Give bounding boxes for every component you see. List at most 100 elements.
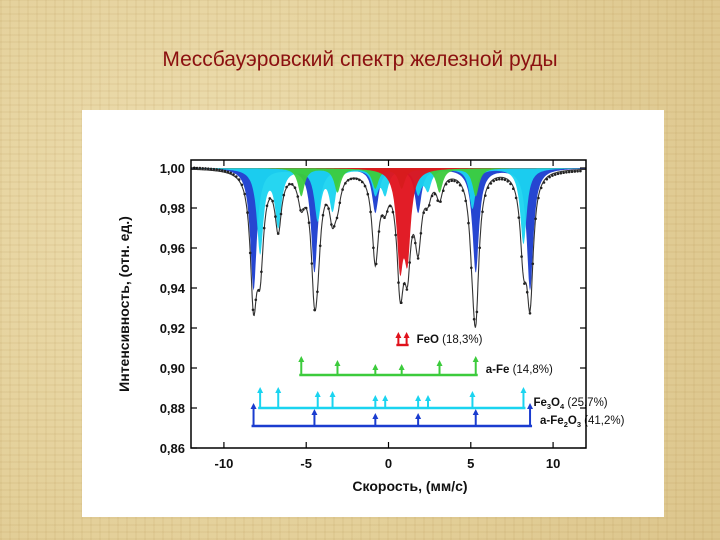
data-point: [285, 185, 288, 189]
data-point: [458, 183, 462, 187]
phase-area-fe3o4: [191, 168, 586, 255]
data-point: [447, 180, 451, 183]
stick-arrow-fe2o3: [311, 409, 318, 415]
data-point: [299, 209, 302, 212]
data-point: [229, 171, 232, 175]
data-point: [324, 203, 328, 207]
data-point: [422, 211, 426, 214]
data-point: [243, 192, 246, 196]
stick-arrow-fe: [372, 364, 379, 370]
data-point: [517, 216, 521, 219]
data-point: [402, 282, 406, 286]
phase-label-part: 4: [560, 402, 565, 411]
data-point: [248, 251, 252, 255]
data-point: [330, 223, 333, 226]
data-point: [542, 181, 546, 184]
stick-arrow-fe3o4: [257, 387, 264, 393]
data-point: [262, 226, 266, 230]
envelope-line: [191, 168, 586, 328]
phase-label-part: 2: [564, 420, 568, 429]
data-point: [246, 211, 249, 214]
stick-arrow-fe: [298, 356, 305, 362]
data-point: [433, 192, 437, 196]
data-point: [204, 167, 207, 170]
stick-arrow-fe3o4: [314, 391, 321, 397]
data-point: [316, 290, 319, 294]
data-point: [397, 281, 400, 284]
data-point: [506, 180, 510, 183]
data-point: [537, 196, 540, 200]
stick-arrow-fe: [334, 360, 341, 366]
chart-panel: a-Fe2O3 (41,2%) Fe3O4 (25,7%) a-Fe (14,8%)…: [82, 110, 664, 517]
data-point: [562, 171, 565, 174]
x-tick-label: 10: [546, 456, 560, 471]
data-point: [293, 186, 297, 189]
data-point: [464, 199, 468, 203]
data-point: [235, 175, 238, 178]
stick-arrow-fe2o3: [472, 409, 479, 415]
data-point: [290, 183, 294, 186]
stick-arrow-fe2o3: [527, 403, 534, 409]
data-point: [500, 177, 504, 181]
data-point: [553, 173, 557, 176]
data-point: [512, 187, 515, 190]
data-point: [467, 221, 470, 225]
phase-label-part: FeO: [417, 334, 439, 346]
data-point: [276, 232, 280, 235]
data-point: [271, 199, 274, 203]
data-point: [338, 201, 342, 205]
data-point: [296, 195, 300, 198]
y-tick-label: 0,96: [160, 241, 185, 256]
data-point: [520, 255, 523, 258]
x-tick-label: 5: [467, 456, 474, 471]
data-point: [439, 200, 442, 203]
y-tick-label: 0,88: [160, 401, 185, 416]
data-point: [374, 262, 378, 266]
data-point: [579, 169, 582, 173]
data-point: [279, 212, 283, 216]
stick-arrow-fe: [436, 360, 443, 366]
phase-label-part: O: [568, 415, 577, 427]
stick-arrow-fe2o3: [415, 413, 422, 419]
data-point: [570, 170, 574, 173]
data-point: [358, 178, 361, 182]
phase-label-part: 3: [577, 420, 581, 429]
data-point: [484, 194, 487, 197]
data-point: [425, 208, 428, 211]
data-point: [352, 177, 356, 180]
data-point: [405, 288, 409, 291]
phase-fill-layer: [191, 168, 586, 291]
data-point: [414, 241, 417, 245]
data-point: [498, 177, 501, 181]
data-point: [388, 204, 392, 208]
data-point: [539, 186, 543, 190]
data-point: [254, 298, 258, 302]
data-point: [567, 170, 571, 174]
stick-arrow-fe2o3: [250, 403, 257, 409]
y-axis-label: Интенсивность, (отн. ед.): [116, 216, 132, 392]
stick-arrow-fe2o3: [372, 413, 379, 419]
data-point: [428, 204, 431, 207]
y-tick-label: 0,92: [160, 321, 185, 336]
data-point: [503, 178, 507, 182]
phase-label-part: a-Fe: [540, 415, 564, 427]
data-point: [436, 199, 440, 202]
stick-arrow-feo: [395, 332, 402, 338]
data-point: [419, 232, 423, 235]
y-tick-label: 0,98: [160, 201, 185, 216]
data-point: [363, 184, 367, 188]
data-point: [386, 210, 389, 213]
data-point: [195, 166, 199, 170]
data-point: [360, 180, 364, 184]
data-point: [307, 221, 311, 224]
data-point: [461, 189, 465, 192]
data-point: [576, 170, 579, 173]
data-point: [380, 214, 384, 218]
data-point: [523, 282, 526, 285]
data-point: [492, 179, 496, 183]
data-point: [232, 173, 235, 176]
stick-arrow-fe3o4: [275, 387, 282, 393]
data-point: [430, 194, 434, 198]
data-point: [304, 206, 308, 210]
data-point: [408, 261, 412, 264]
